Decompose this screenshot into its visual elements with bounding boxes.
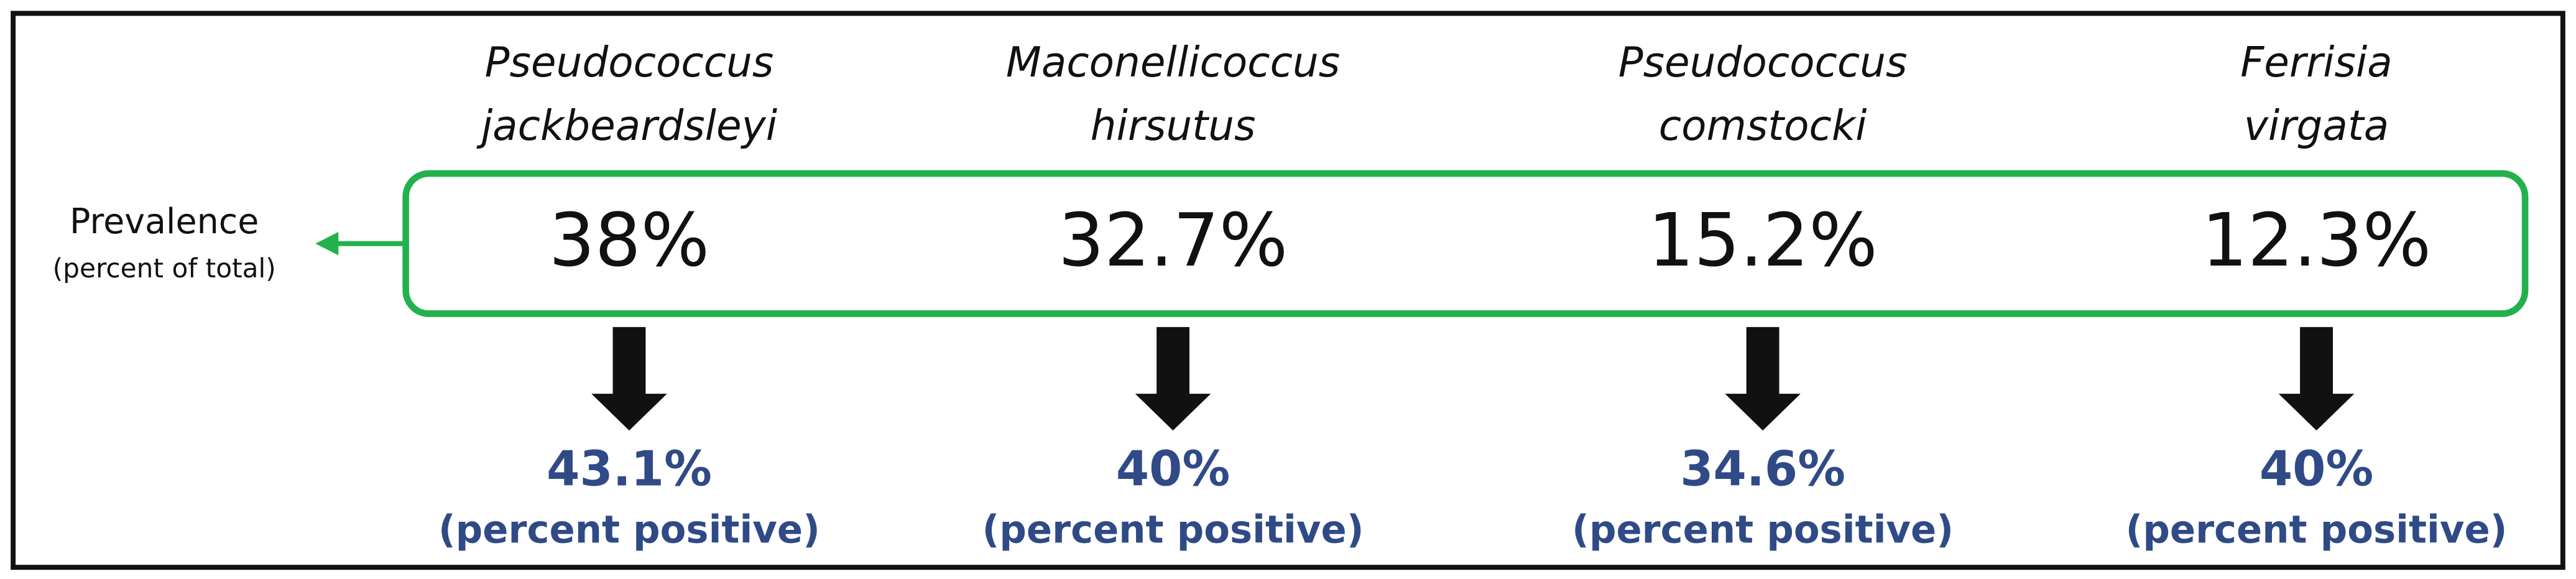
prevalence-value: 15.2% [1648, 197, 1877, 283]
prevalence-label: Prevalence [70, 201, 259, 242]
positive-value: 43.1% [547, 441, 712, 498]
positive-value: 40% [1116, 441, 1230, 498]
positive-note: (percent positive) [2126, 507, 2508, 552]
frame [11, 11, 2565, 570]
species-name: jackbeardsleyi [476, 101, 778, 150]
positive-value: 40% [2260, 441, 2373, 498]
prevalence-value: 32.7% [1058, 197, 1288, 283]
down-arrow [1725, 327, 1801, 431]
species-name: Maconellicoccus [1006, 37, 1340, 86]
green-arrow-head [315, 231, 339, 256]
down-arrow [1135, 327, 1211, 431]
positive-note: (percent positive) [438, 507, 820, 552]
species-name: hirsutus [1091, 101, 1256, 150]
down-arrow [591, 327, 667, 431]
positive-note: (percent positive) [1572, 507, 1954, 552]
species-name: Ferrisia [2240, 37, 2392, 86]
species-name: Pseudococcus [485, 37, 774, 86]
down-arrow [2278, 327, 2355, 431]
prevalence-value: 12.3% [2202, 197, 2431, 283]
species-name: Pseudococcus [1618, 37, 1908, 86]
prevalence-sublabel: (percent of total) [53, 253, 276, 284]
positive-value: 34.6% [1680, 441, 1845, 498]
positive-note: (percent positive) [982, 507, 1364, 552]
prevalence-value: 38% [549, 197, 709, 283]
species-name: virgata [2244, 101, 2389, 150]
species-name: comstocki [1659, 101, 1867, 150]
